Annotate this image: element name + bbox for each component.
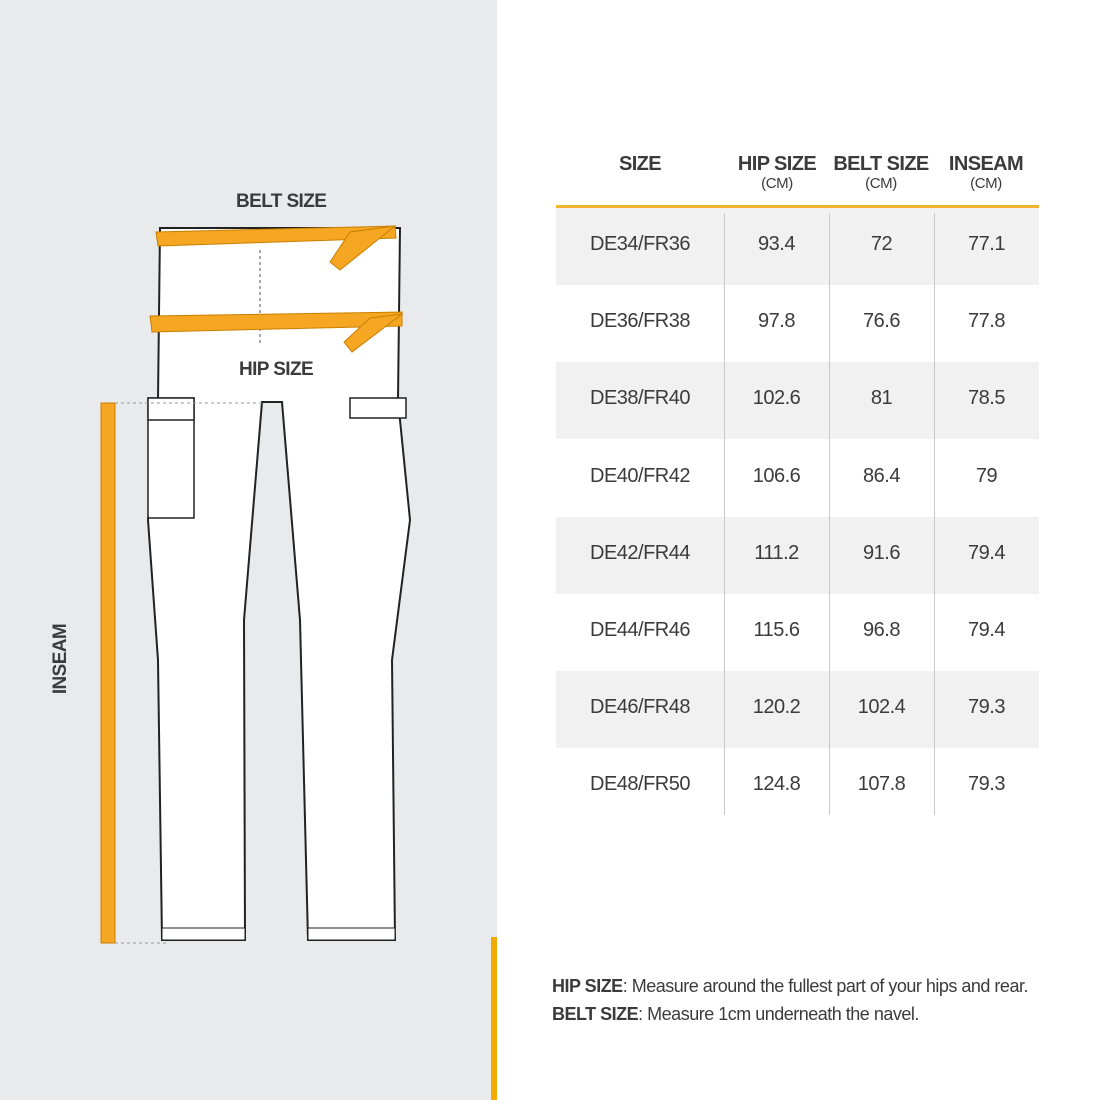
column-divider — [829, 213, 830, 815]
column-divider — [934, 213, 935, 815]
table-row: DE40/FR42 106.6 86.4 79 — [556, 440, 1039, 517]
cell-inseam: 78.5 — [968, 387, 1005, 410]
cell-hip: 124.8 — [752, 773, 801, 796]
cell-size: DE36/FR38 — [590, 310, 691, 333]
cell-size: DE40/FR42 — [590, 464, 691, 487]
header-title: INSEAM — [948, 153, 1024, 175]
cell-inseam: 79.4 — [968, 541, 1005, 564]
cell-hip: 93.4 — [758, 233, 795, 255]
table-row: DE34/FR36 93.4 72 77.1 — [556, 208, 1039, 285]
inseam-tape — [100, 402, 262, 944]
cell-hip: 115.6 — [753, 619, 800, 641]
table-row: DE36/FR38 97.8 76.6 77.8 — [556, 285, 1039, 362]
cell-belt: 102.4 — [857, 696, 906, 719]
table-row: DE44/FR46 115.6 96.8 79.4 — [556, 594, 1039, 671]
note-belt: BELT SIZE: Measure 1cm underneath the na… — [552, 1000, 1028, 1028]
header-belt: BELT SIZE (CM) — [826, 153, 936, 193]
header-unit: (CM) — [761, 175, 793, 192]
cell-inseam: 79 — [975, 464, 998, 487]
table-row: DE48/FR50 124.8 107.8 79.3 — [556, 748, 1039, 825]
note-hip: HIP SIZE: Measure around the fullest par… — [552, 972, 1028, 1000]
header-title: BELT SIZE — [833, 153, 929, 175]
table-row: DE38/FR40 102.6 81 78.5 — [556, 362, 1039, 440]
header-hip: HIP SIZE (CM) — [727, 153, 827, 193]
measurement-notes: HIP SIZE: Measure around the fullest par… — [552, 972, 1028, 1028]
accent-bar — [491, 937, 497, 1100]
table-row: DE42/FR44 111.2 91.6 79.4 — [556, 516, 1039, 594]
note-text: : Measure around the fullest part of you… — [622, 976, 1029, 996]
hip-size-label: HIP SIZE — [239, 359, 314, 380]
cell-inseam: 77.8 — [968, 310, 1005, 333]
cell-belt: 76.6 — [863, 310, 900, 333]
cell-inseam: 79.3 — [968, 696, 1005, 719]
cell-size: DE42/FR44 — [590, 541, 691, 564]
cell-hip: 111.2 — [754, 541, 799, 564]
cell-inseam: 79.3 — [968, 773, 1005, 796]
cell-hip: 106.6 — [752, 464, 801, 487]
cell-belt: 91.6 — [863, 541, 900, 564]
cell-belt: 96.8 — [863, 619, 900, 641]
note-term: BELT SIZE — [552, 1004, 639, 1024]
header-divider — [556, 205, 1039, 208]
cell-inseam: 77.1 — [968, 233, 1005, 255]
note-term: HIP SIZE — [552, 976, 623, 996]
column-divider — [724, 213, 725, 815]
cell-belt: 81 — [870, 387, 893, 410]
cell-size: DE48/FR50 — [590, 773, 691, 796]
header-unit: (CM) — [865, 175, 897, 192]
cell-belt: 86.4 — [863, 464, 900, 487]
cell-hip: 97.8 — [758, 310, 795, 333]
cell-inseam: 79.4 — [968, 619, 1005, 641]
cell-size: DE46/FR48 — [590, 696, 691, 719]
header-title: SIZE — [618, 153, 662, 175]
cell-size: DE44/FR46 — [590, 619, 691, 641]
hip-tape — [149, 311, 404, 353]
header-size: SIZE — [590, 153, 690, 175]
belt-size-label: BELT SIZE — [236, 191, 327, 212]
header-title: HIP SIZE — [737, 153, 817, 175]
note-text: : Measure 1cm underneath the navel. — [638, 1004, 919, 1024]
header-unit: (CM) — [970, 175, 1002, 192]
inseam-label: INSEAM — [50, 623, 72, 695]
cell-hip: 120.2 — [752, 696, 801, 719]
cell-belt: 107.8 — [857, 773, 906, 796]
cell-hip: 102.6 — [752, 387, 801, 410]
pants-illustration — [100, 225, 412, 944]
table-row: DE46/FR48 120.2 102.4 79.3 — [556, 671, 1039, 749]
cell-belt: 72 — [870, 233, 893, 255]
header-inseam: INSEAM (CM) — [936, 153, 1036, 193]
cell-size: DE34/FR36 — [590, 233, 691, 255]
illustration-panel: BELT SIZE HIP SIZE INSEAM — [0, 0, 497, 1100]
cell-size: DE38/FR40 — [590, 387, 691, 410]
belt-tape — [155, 225, 397, 271]
